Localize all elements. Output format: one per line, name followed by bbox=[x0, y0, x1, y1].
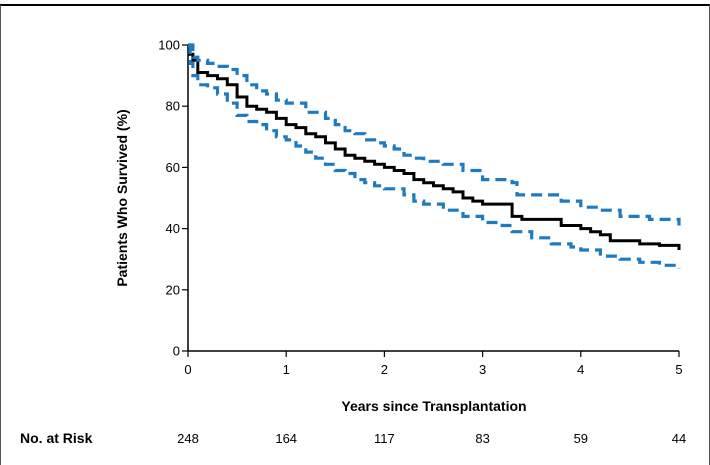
x-tick-label: 1 bbox=[283, 362, 290, 377]
x-tick-label: 0 bbox=[184, 362, 191, 377]
risk-value: 83 bbox=[475, 431, 489, 446]
estimate-line bbox=[188, 43, 681, 250]
y-tick-label: 60 bbox=[166, 160, 180, 175]
risk-value: 117 bbox=[374, 431, 395, 446]
risk-value: 248 bbox=[177, 431, 199, 446]
lower-ci-line bbox=[188, 43, 681, 269]
y-tick-label: 40 bbox=[166, 221, 180, 236]
x-tick-label: 2 bbox=[381, 362, 388, 377]
x-ticks: 0 1 2 3 4 5 bbox=[184, 351, 683, 377]
y-tick-label: 20 bbox=[166, 282, 180, 297]
risk-table-title: No. at Risk bbox=[20, 430, 93, 446]
plot-series bbox=[188, 43, 681, 269]
x-tick-label: 4 bbox=[577, 362, 584, 377]
risk-value: 44 bbox=[672, 431, 686, 446]
risk-table-values: 248 164 117 83 59 44 bbox=[177, 431, 686, 446]
x-tick-label: 3 bbox=[479, 362, 486, 377]
plot-axes bbox=[187, 45, 679, 352]
y-tick-label: 0 bbox=[173, 344, 180, 359]
y-axis-title: Patients Who Survived (%) bbox=[114, 109, 130, 286]
risk-value: 59 bbox=[574, 431, 588, 446]
x-tick-label: 5 bbox=[675, 362, 682, 377]
y-tick-label: 80 bbox=[166, 99, 180, 114]
y-ticks: 0 20 40 60 80 100 bbox=[158, 38, 188, 359]
y-tick-label: 100 bbox=[158, 38, 180, 53]
x-axis-title: Years since Transplantation bbox=[341, 398, 526, 414]
risk-value: 164 bbox=[275, 431, 297, 446]
upper-ci-line bbox=[188, 43, 681, 226]
